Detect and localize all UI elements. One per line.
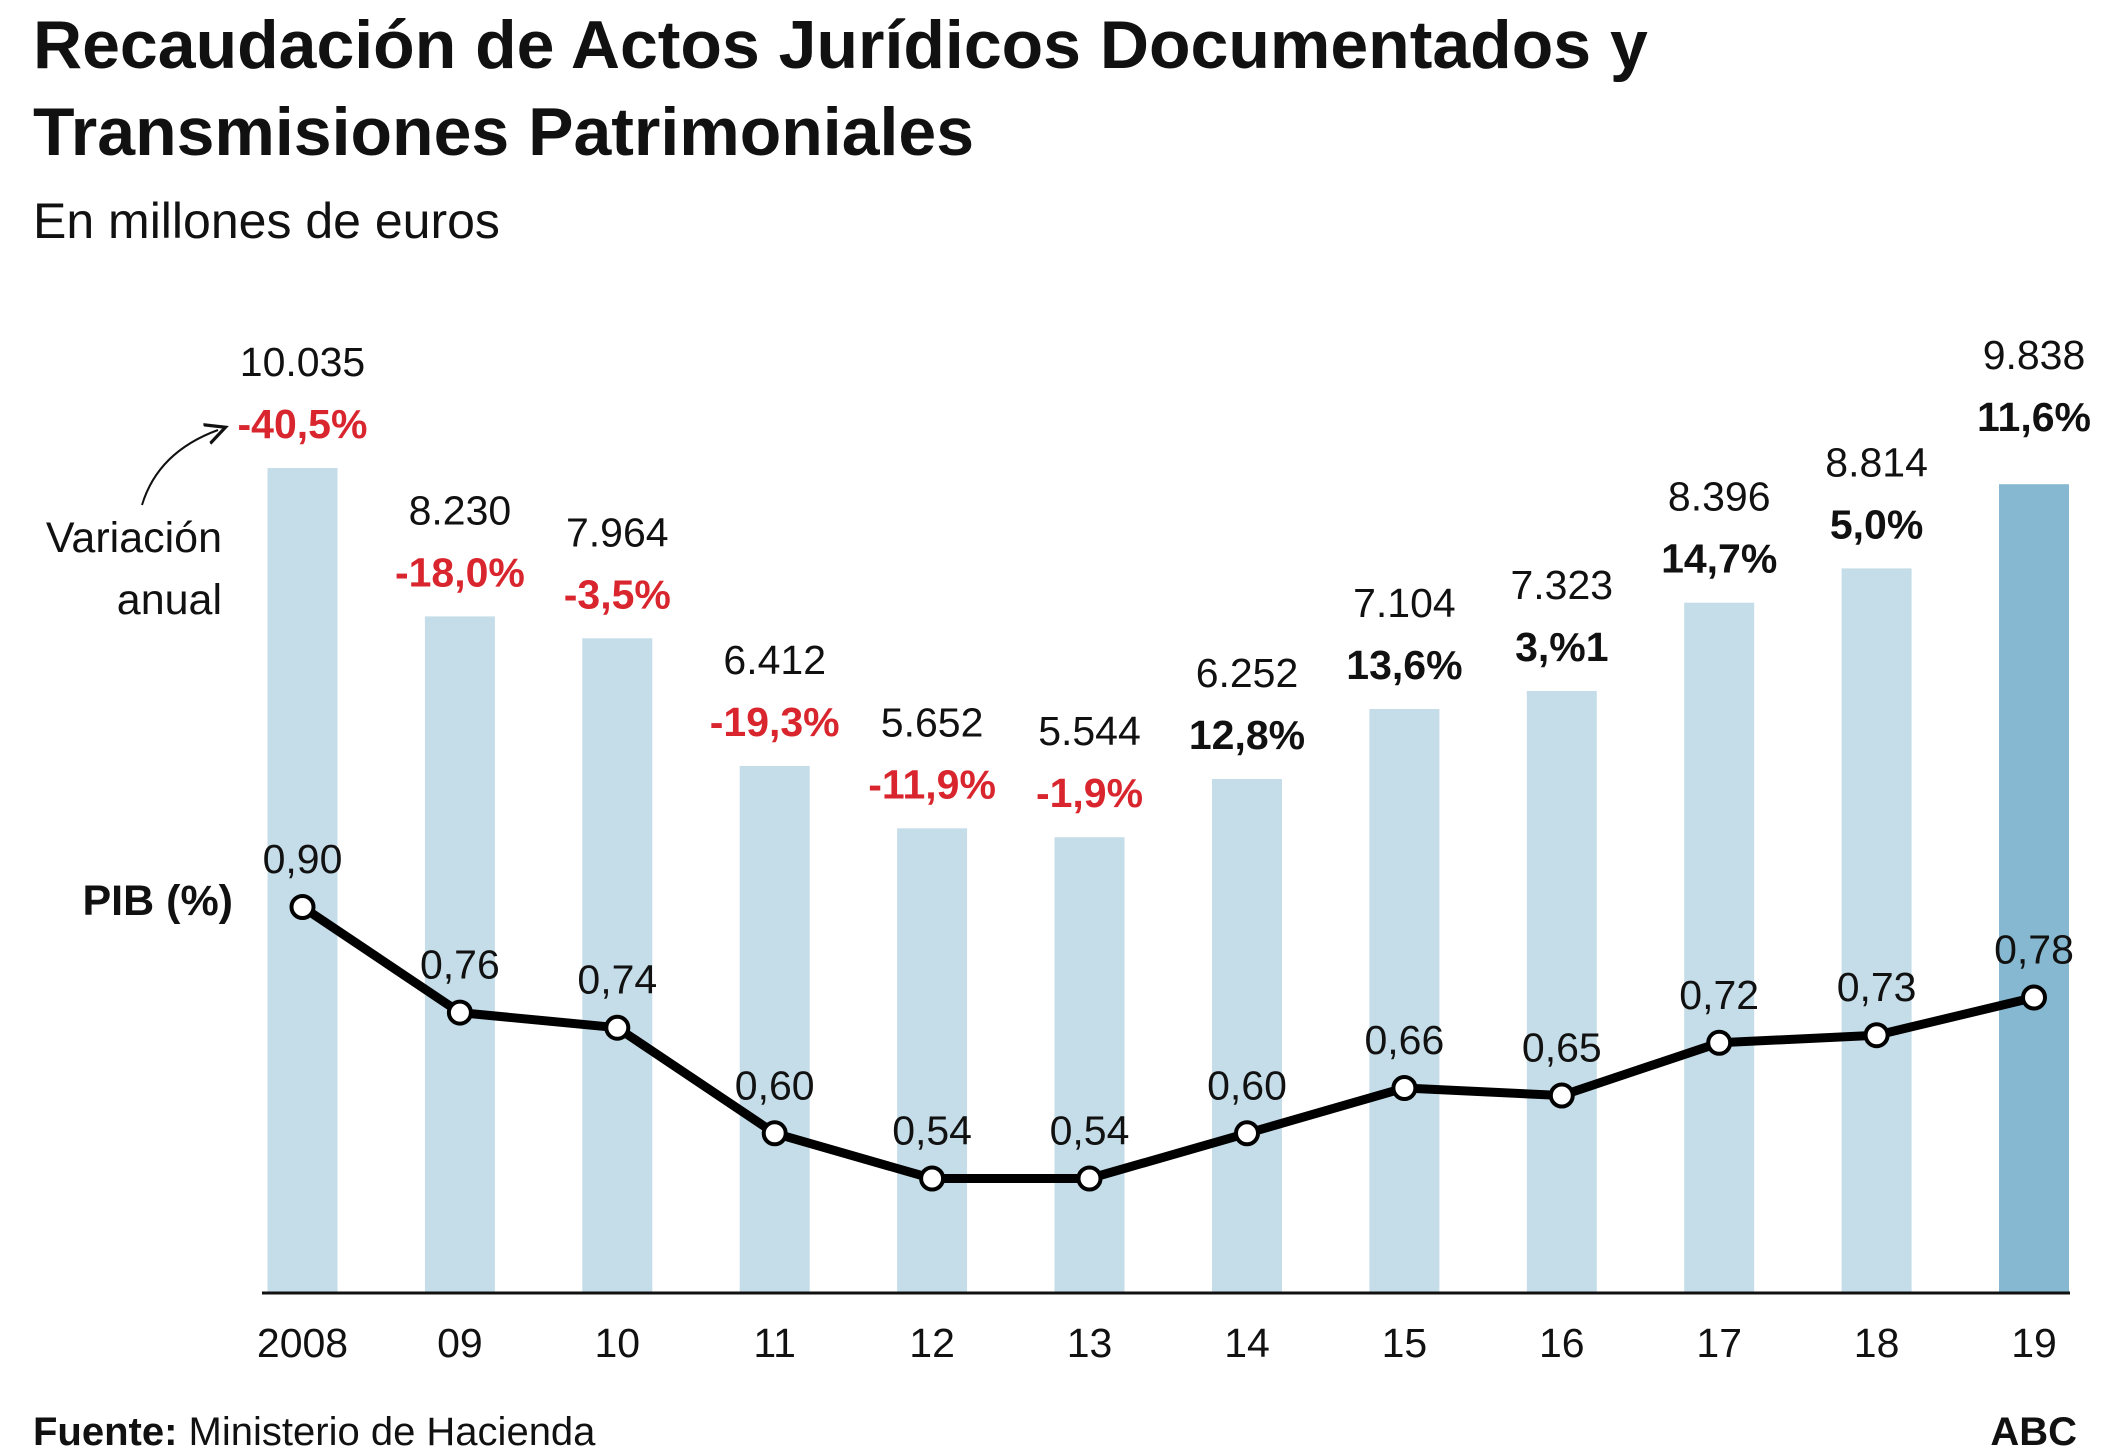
bar-19 [1999, 484, 2069, 1293]
bar-14 [1212, 779, 1282, 1293]
x-tick-label: 10 [594, 1320, 640, 1366]
pib-point [1234, 1120, 1260, 1147]
variation-label: 5,0% [1830, 501, 1923, 547]
pib-value-label: 0,65 [1522, 1025, 1602, 1071]
pib-point [446, 999, 473, 1026]
bar-13 [1054, 837, 1125, 1293]
footer-source-label: Fuente: [33, 1410, 177, 1454]
pib-point [289, 894, 316, 920]
chart-subtitle: En millones de euros [33, 193, 500, 249]
pib-value-label: 0,54 [1050, 1108, 1130, 1154]
bar-value-label: 7.964 [566, 509, 669, 555]
pib-point [604, 1014, 631, 1041]
variation-labels-group: -40,5% -18,0% -3,5% -19,3% -11,9% -1,9% 12,8% 1… [238, 394, 2091, 816]
bar-value-label: 8.230 [409, 487, 512, 533]
pib-point [1706, 1029, 1733, 1056]
variation-label: 11,6% [1977, 394, 2091, 440]
pib-value-label: 0,72 [1679, 972, 1759, 1018]
bar-2008 [267, 468, 338, 1293]
x-tick-label: 11 [753, 1320, 796, 1366]
pib-point [1863, 1022, 1890, 1049]
bar-10 [582, 638, 653, 1293]
chart-title-line2: Transmisiones Patrimoniales [33, 94, 974, 170]
x-tick-label: 13 [1067, 1320, 1113, 1366]
bar-value-label: 7.323 [1510, 562, 1613, 608]
x-tick-label: 14 [1224, 1320, 1270, 1366]
pib-value-label: 0,66 [1364, 1017, 1444, 1063]
bar-value-label: 9.838 [1983, 332, 2086, 378]
bar-value-label: 10.035 [240, 339, 365, 385]
bar-value-label: 7.104 [1353, 580, 1456, 626]
bar-16 [1526, 691, 1597, 1293]
bar-value-label: 5.652 [881, 699, 984, 745]
x-tick-label: 18 [1854, 1320, 1900, 1366]
bar-18 [1841, 568, 1912, 1293]
pib-value-label: 0,90 [263, 836, 343, 882]
bar-12 [897, 828, 968, 1293]
pib-value-label: 0,76 [420, 942, 500, 988]
pib-value-label: 0,73 [1837, 964, 1917, 1010]
x-tick-labels-group: 2008 09 10 11 12 13 14 15 16 17 18 19 [257, 1320, 2057, 1366]
bar-value-label: 8.814 [1825, 439, 1928, 485]
variation-label: -19,3% [710, 699, 840, 745]
pib-point [919, 1165, 946, 1192]
pib-value-label: 0,60 [735, 1062, 815, 1108]
annotation-variacion-line1: Variación [46, 514, 222, 562]
bar-17 [1684, 602, 1755, 1293]
x-tick-label: 09 [437, 1320, 483, 1366]
variation-label: 3,%1 [1515, 624, 1608, 670]
bar-11 [739, 765, 810, 1293]
pib-point [1548, 1082, 1575, 1109]
x-tick-label: 16 [1539, 1320, 1585, 1366]
variation-label: 14,7% [1661, 536, 1777, 582]
annotation-variacion-line2: anual [117, 576, 222, 624]
bar-15 [1369, 709, 1440, 1293]
pib-labels-group: 0,90 0,76 0,74 0,60 0,54 0,54 0,60 0,66 0,65 0,72… [263, 836, 2074, 1154]
variation-label: -18,0% [395, 549, 525, 595]
variation-label: -3,5% [564, 571, 671, 617]
pib-value-label: 0,60 [1207, 1062, 1287, 1108]
pib-axis-label: PIB (%) [83, 877, 234, 925]
pib-line [298, 902, 2039, 1183]
variation-label: -1,9% [1036, 770, 1143, 816]
bars-group [267, 468, 2069, 1293]
x-tick-label: 2008 [257, 1320, 348, 1366]
bar-09 [424, 616, 495, 1293]
x-tick-label: 12 [909, 1320, 955, 1366]
variation-label: 13,6% [1346, 642, 1462, 688]
pib-line-group [289, 894, 2047, 1192]
pib-point [2021, 984, 2047, 1011]
pib-point [1076, 1165, 1103, 1192]
pib-value-label: 0,74 [577, 957, 657, 1003]
pib-point [761, 1120, 788, 1147]
variation-label: -11,9% [868, 761, 996, 807]
footer-source-text: Ministerio de Hacienda [177, 1410, 596, 1454]
x-tick-label: 19 [2011, 1320, 2057, 1366]
annotation-arrow [141, 430, 218, 506]
x-tick-label: 15 [1382, 1320, 1428, 1366]
variation-label: 12,8% [1189, 712, 1305, 758]
bar-value-label: 5.544 [1038, 708, 1141, 754]
variation-label: -40,5% [238, 401, 368, 447]
footer-brand: ABC [1990, 1410, 2077, 1454]
pib-point [1391, 1075, 1418, 1101]
bar-value-label: 6.412 [723, 637, 826, 683]
bar-value-label: 8.396 [1668, 474, 1771, 520]
footer-source: Fuente: Ministerio de Hacienda [33, 1410, 596, 1454]
pib-value-label: 0,54 [892, 1108, 972, 1154]
bar-value-label: 6.252 [1196, 650, 1299, 696]
pib-value-label: 0,78 [1994, 927, 2074, 973]
x-tick-label: 17 [1696, 1320, 1742, 1366]
value-labels-group: 10.035 8.230 7.964 6.412 5.652 5.544 6.252 7.10… [240, 332, 2086, 754]
chart-title-line1: Recaudación de Actos Jurídicos Documenta… [33, 7, 1648, 83]
